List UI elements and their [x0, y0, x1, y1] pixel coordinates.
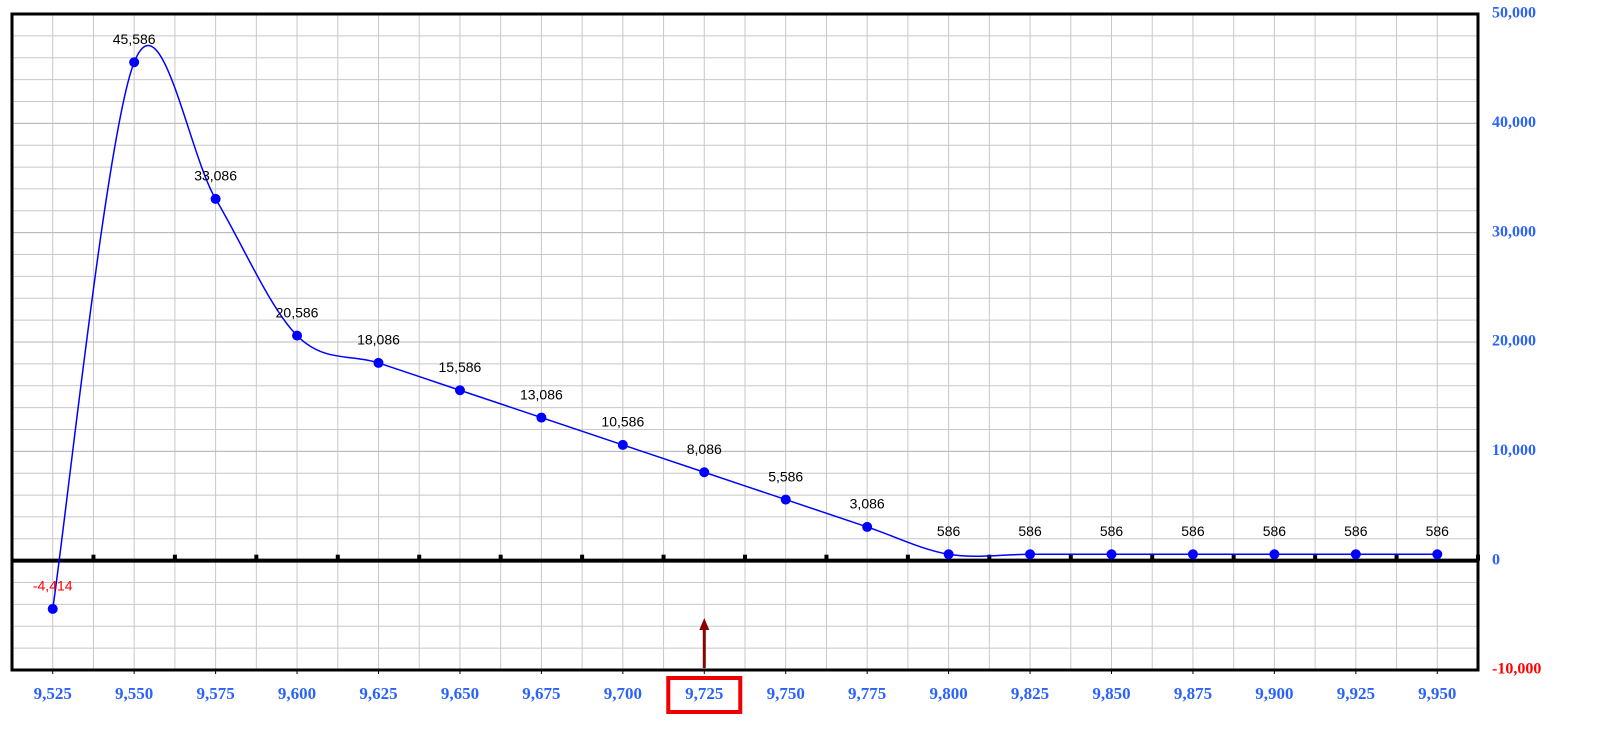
- x-tick-label: 9,825: [1011, 684, 1049, 703]
- x-tick-label: 9,775: [848, 684, 886, 703]
- data-label: 15,586: [439, 359, 482, 375]
- data-point: [1350, 549, 1361, 560]
- x-tick-label: 9,875: [1174, 684, 1212, 703]
- x-tick-label: 9,525: [34, 684, 72, 703]
- x-tick-label: 9,575: [196, 684, 234, 703]
- data-point: [129, 57, 140, 68]
- x-tick-label: 9,550: [115, 684, 153, 703]
- data-point: [1187, 549, 1198, 560]
- x-tick-label: 9,850: [1092, 684, 1130, 703]
- data-point: [1432, 549, 1443, 560]
- data-label: 586: [1426, 523, 1450, 539]
- data-point: [780, 494, 791, 505]
- y-tick-label: 50,000: [1492, 5, 1536, 22]
- payoff-line: [51, 44, 1438, 610]
- data-point: [454, 385, 465, 396]
- x-tick-label: 9,650: [441, 684, 479, 703]
- data-point: [1106, 549, 1117, 560]
- y-tick-label: -10,000: [1492, 661, 1541, 678]
- data-point: [47, 603, 58, 614]
- data-label: 586: [1018, 523, 1042, 539]
- data-label: 5,586: [768, 468, 803, 484]
- data-label: 8,086: [687, 441, 722, 457]
- x-tick-label: 9,675: [522, 684, 560, 703]
- x-tick-label: 9,750: [767, 684, 805, 703]
- plot-border: [10, 12, 1480, 672]
- data-label: 18,086: [357, 332, 400, 348]
- data-point: [210, 193, 221, 204]
- data-label: -4,414: [33, 578, 73, 594]
- x-tick-label: 9,625: [359, 684, 397, 703]
- data-label: 586: [937, 523, 961, 539]
- data-point: [943, 549, 954, 560]
- x-tick-label: 9,800: [929, 684, 967, 703]
- x-tick-label: 9,950: [1418, 684, 1456, 703]
- data-point: [617, 439, 628, 450]
- data-label: 586: [1181, 523, 1205, 539]
- data-point: [1025, 549, 1036, 560]
- data-label: 586: [1100, 523, 1124, 539]
- data-label: 3,086: [850, 496, 885, 512]
- x-tick-label: 9,725: [685, 684, 723, 703]
- x-tick-label: 9,700: [604, 684, 642, 703]
- data-label: 13,086: [520, 386, 563, 402]
- data-point: [536, 412, 547, 423]
- data-label: 10,586: [601, 414, 644, 430]
- data-label: 33,086: [194, 168, 237, 184]
- data-point: [1269, 549, 1280, 560]
- data-point: [862, 521, 873, 532]
- data-point: [699, 467, 710, 478]
- data-point: [373, 357, 384, 368]
- y-tick-label: 20,000: [1492, 333, 1536, 350]
- x-tick-label: 9,600: [278, 684, 316, 703]
- y-tick-label: 30,000: [1492, 223, 1536, 240]
- data-label: 586: [1344, 523, 1368, 539]
- data-label: 20,586: [276, 304, 319, 320]
- data-label: 586: [1263, 523, 1287, 539]
- y-tick-label: 10,000: [1492, 442, 1536, 459]
- x-tick-label: 9,900: [1255, 684, 1293, 703]
- data-point: [292, 330, 303, 341]
- y-tick-label: 0: [1492, 551, 1500, 568]
- data-label: 45,586: [113, 31, 156, 47]
- marker-arrow-head: [699, 618, 710, 630]
- highlight-box: [666, 676, 743, 714]
- y-tick-label: 40,000: [1492, 114, 1536, 131]
- x-tick-label: 9,925: [1337, 684, 1375, 703]
